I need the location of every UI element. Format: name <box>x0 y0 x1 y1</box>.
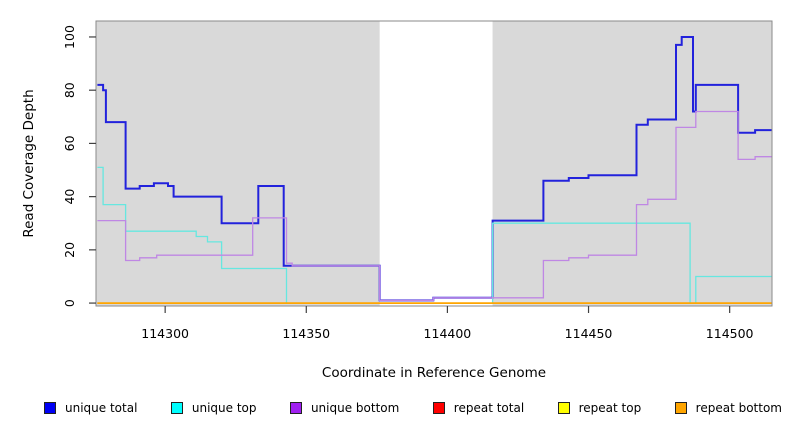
legend-item-repeat-top: repeat top <box>557 401 642 415</box>
legend-item-repeat-total: repeat total <box>432 401 525 415</box>
y-tick-label: 0 <box>62 299 77 307</box>
legend-label: repeat bottom <box>695 401 782 415</box>
gap-region <box>379 21 493 306</box>
legend-item-unique-top: unique top <box>170 401 257 415</box>
legend-label: repeat top <box>578 401 642 415</box>
legend-swatch-unique-total <box>44 402 56 414</box>
x-tick-label: 114450 <box>565 326 613 341</box>
legend: unique total unique top unique bottom repea… <box>44 398 782 418</box>
legend-swatch-repeat-top <box>557 402 570 414</box>
y-tick-label: 40 <box>62 189 77 205</box>
series-line-unique-bottom <box>97 110 772 302</box>
legend-label: unique bottom <box>310 401 400 415</box>
x-tick-label: 114350 <box>282 326 330 341</box>
legend-label: repeat total <box>453 401 525 415</box>
legend-item-unique-total: unique total <box>44 401 137 415</box>
x-tick-label: 114300 <box>141 326 189 341</box>
y-tick-label: 100 <box>62 25 77 49</box>
coverage-chart: 114300 114350 114400 114450 114500 0 20 40 60 80 1… <box>21 20 773 381</box>
y-tick-label: 60 <box>62 135 77 151</box>
y-tick-label: 80 <box>62 82 77 98</box>
legend-swatch-unique-bottom <box>289 402 302 414</box>
y-axis-label: Read Coverage Depth <box>21 89 37 237</box>
x-axis-label: Coordinate in Reference Genome <box>322 365 546 381</box>
y-tick-label: 20 <box>62 242 77 258</box>
x-tick-label: 114500 <box>706 326 754 341</box>
legend-swatch-unique-top <box>170 402 183 414</box>
legend-item-repeat-bottom: repeat bottom <box>674 401 782 415</box>
legend-label: unique total <box>65 401 138 415</box>
legend-item-unique-bottom: unique bottom <box>289 401 400 415</box>
plot-border <box>95 20 773 307</box>
legend-swatch-repeat-total <box>432 402 445 414</box>
legend-label: unique top <box>191 401 257 415</box>
x-tick-label: 114400 <box>424 326 472 341</box>
legend-swatch-repeat-bottom <box>674 402 687 414</box>
